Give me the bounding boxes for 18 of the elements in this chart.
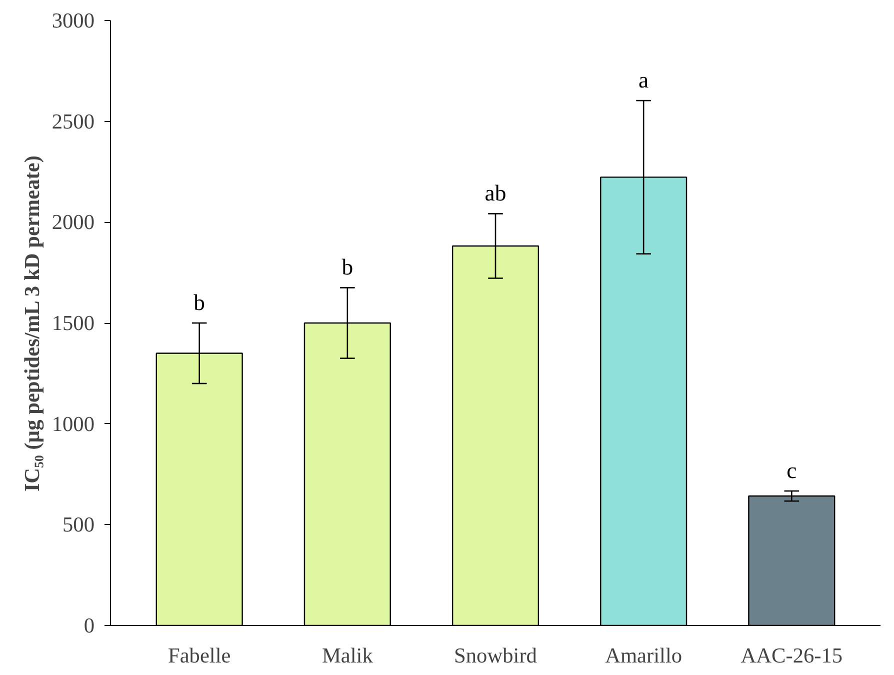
y-axis-title: IC₅₀ (µg peptides/mL 3 kD permeate) xyxy=(20,156,44,492)
annotation: b xyxy=(342,254,354,280)
y-tick-label: 0 xyxy=(84,614,95,638)
annotation: a xyxy=(638,68,649,93)
annotation: b xyxy=(194,290,206,315)
x-tick-label: Malik xyxy=(322,644,374,668)
x-tick-label: Fabelle xyxy=(168,644,231,668)
y-tick-label: 1500 xyxy=(52,311,94,335)
y-tick-label: 3000 xyxy=(52,8,94,32)
y-tick-label: 500 xyxy=(62,512,95,537)
y-tick-label: 2500 xyxy=(52,109,94,134)
annotation: ab xyxy=(484,180,506,206)
x-tick-label: AAC-26-15 xyxy=(740,644,843,668)
x-tick-label: Amarillo xyxy=(605,644,682,668)
annotation: c xyxy=(786,458,797,483)
y-tick-label: 2000 xyxy=(52,210,94,234)
x-tick-label: Snowbird xyxy=(454,644,538,668)
y-tick-label: 1000 xyxy=(52,412,94,436)
